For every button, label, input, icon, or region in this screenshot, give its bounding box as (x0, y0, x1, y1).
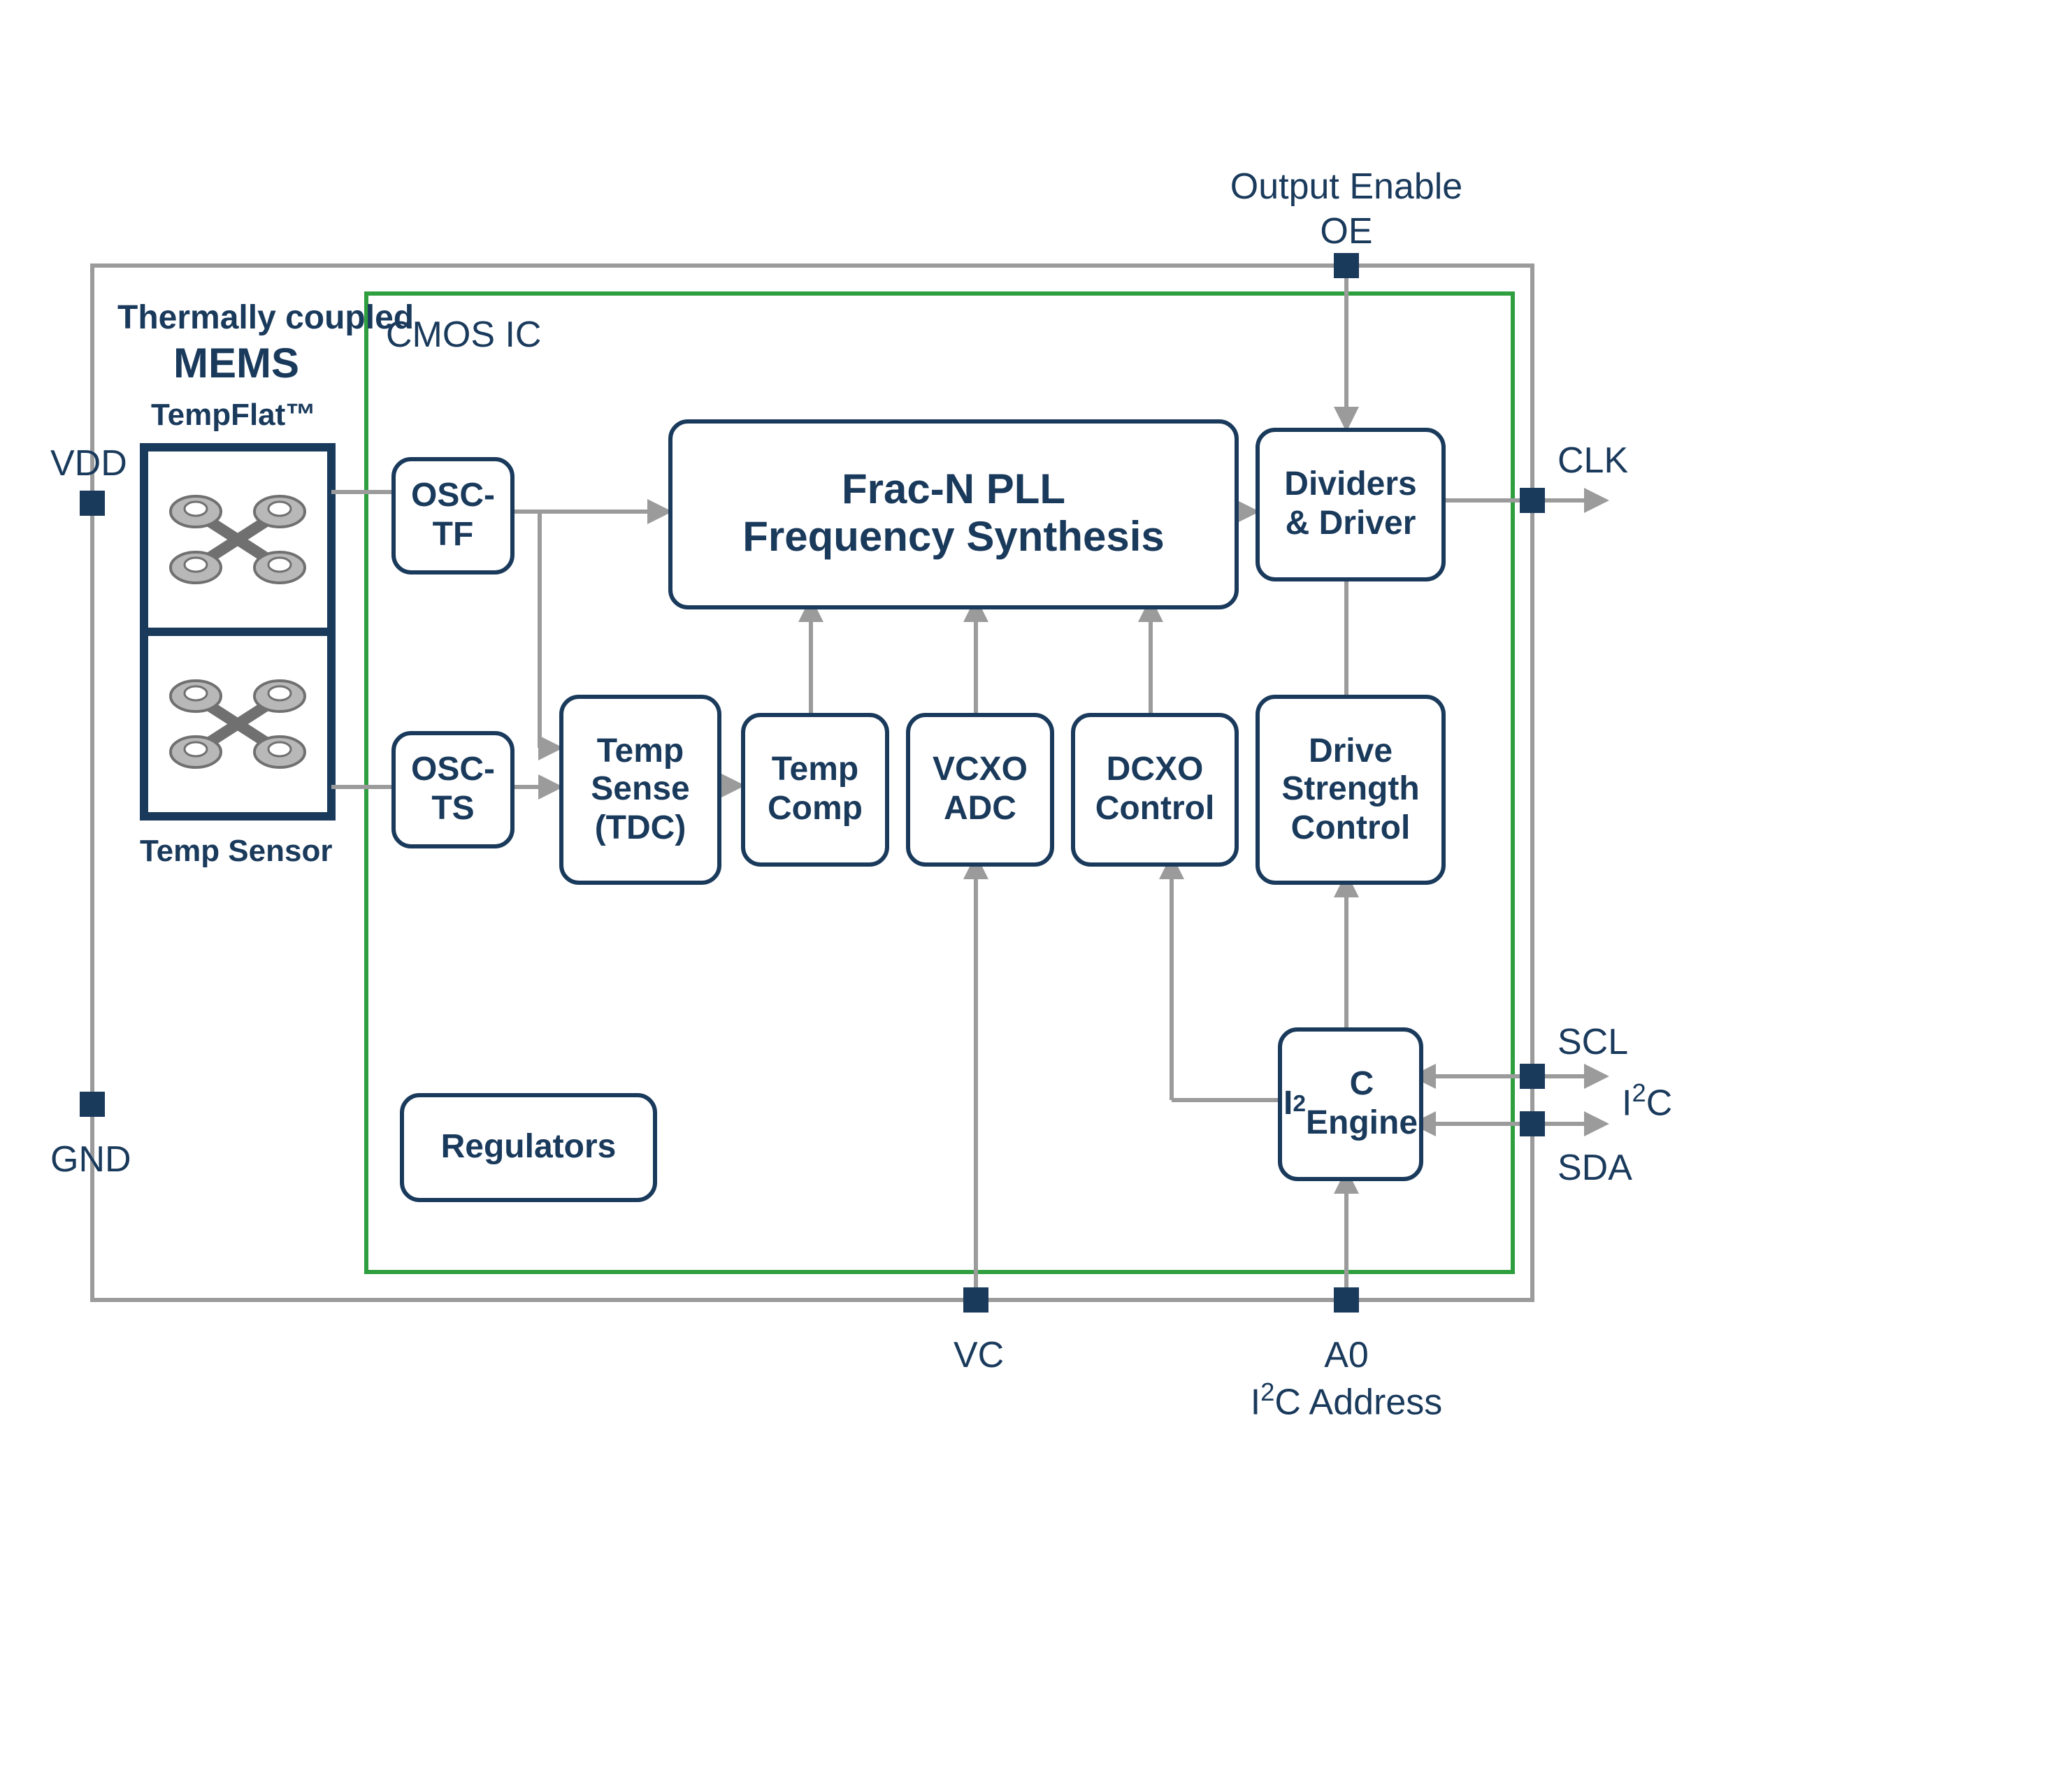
block-drive: DriveStrengthControl (1256, 695, 1446, 885)
pin-label-vc: VC (954, 1334, 1004, 1377)
pin-label-scl: SCL (1557, 1020, 1628, 1064)
label-cmos-ic: CMOS IC (386, 313, 541, 356)
pin-label-vdd: VDD (50, 442, 127, 485)
label-thermally-coupled: Thermally coupled (117, 299, 414, 338)
block-dcxo: DCXOControl (1071, 713, 1239, 867)
pin-label-i2c: I2C (1622, 1079, 1672, 1125)
block-temp_comp: TempComp (741, 713, 889, 867)
label-temp-sensor: Temp Sensor (140, 833, 333, 869)
block-osc_ts: OSC-TS (391, 731, 515, 848)
pin-label-oe2: OE (1320, 210, 1372, 253)
block-dividers: Dividers& Driver (1256, 428, 1446, 581)
block-temp_tdc: TempSense(TDC) (559, 695, 721, 885)
block-reg: Regulators (400, 1093, 657, 1202)
pin-label-gnd: GND (50, 1138, 131, 1181)
block-i2c: I2CEngine (1278, 1027, 1423, 1181)
label-mems: MEMS (173, 341, 299, 389)
pin-label-a0-1: A0 (1324, 1334, 1369, 1377)
pin-label-a0-2: I2C Address (1251, 1378, 1443, 1424)
block-pll: Frac-N PLLFrequency Synthesis (668, 419, 1239, 609)
block-osc_tf: OSC-TF (391, 457, 515, 574)
pin-label-oe1: Output Enable (1230, 165, 1462, 208)
label-tempflat: TempFlat™ (151, 397, 316, 433)
pin-label-clk: CLK (1557, 439, 1628, 482)
block-vcxo: VCXOADC (906, 713, 1054, 867)
pin-label-sda: SDA (1557, 1146, 1632, 1190)
